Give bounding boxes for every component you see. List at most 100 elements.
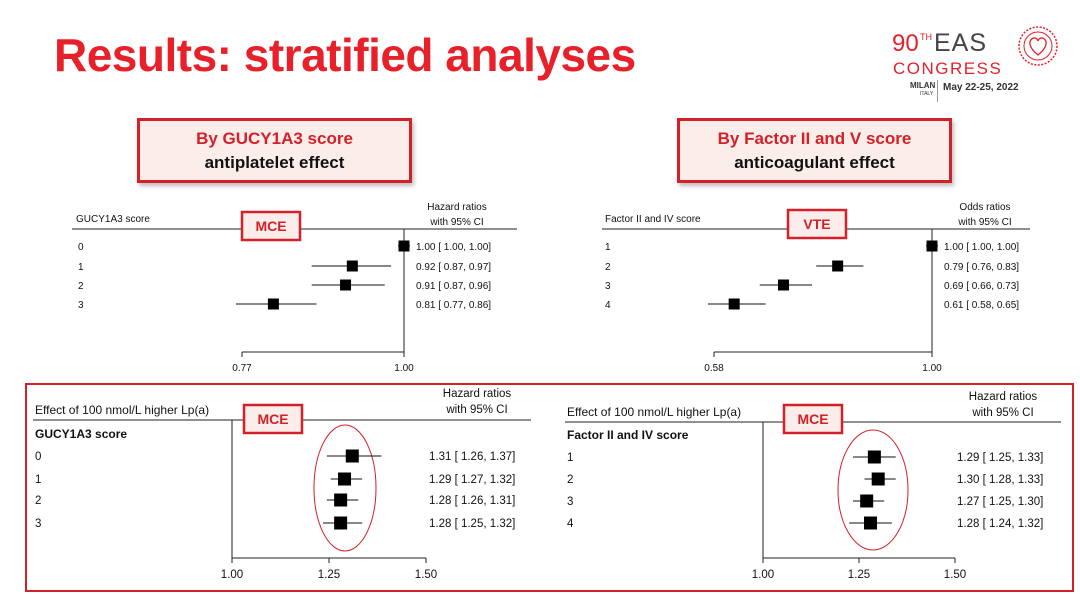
heart-emblem-icon [1018, 26, 1058, 66]
logo-dates: May 22-25, 2022 [943, 82, 1019, 93]
bottom-right-x-tick-label-2: 1.50 [944, 569, 966, 581]
bottom-right-estimate-label-1: 1.30 [ 1.28, 1.33] [957, 474, 1043, 486]
top-left-row-header: GUCY1A3 score [76, 214, 150, 225]
logo-divider [937, 80, 938, 102]
top-right-category-label-2: 3 [605, 281, 611, 292]
top-left-estimate-marker-2 [340, 279, 352, 291]
top-right-row-header: Factor II and IV score [605, 214, 701, 225]
top-left-effect-header-2: with 95% CI [429, 217, 483, 228]
top-left-estimate-label-0: 1.00 [ 1.00, 1.00] [416, 242, 491, 253]
bottom-right-row-header: Factor II and IV score [567, 428, 689, 442]
top-right-estimate-marker-1 [832, 260, 844, 272]
top-left-estimate-label-1: 0.92 [ 0.87, 0.97] [416, 262, 491, 273]
top-left-outcome-tag-label: MCE [255, 218, 286, 234]
bottom-right-estimate-marker-3 [864, 516, 878, 530]
bottom-left-x-tick-label-0: 1.00 [221, 569, 243, 581]
bottom-left-category-label-1: 1 [35, 474, 41, 486]
logo-country: ITALY [920, 91, 934, 97]
bottom-right-category-label-2: 3 [567, 496, 573, 508]
bottom-right-category-label-0: 1 [567, 452, 573, 464]
top-left-estimate-marker-1 [346, 260, 358, 272]
logo-name: EAS [934, 29, 988, 57]
top-right-outcome-tag-label: VTE [803, 216, 830, 232]
bottom-left-outcome-tag-label: MCE [257, 411, 288, 427]
top-left-x-tick-label-0: 0.77 [232, 363, 252, 374]
top-right-estimate-label-3: 0.61 [ 0.58, 0.65] [944, 300, 1019, 311]
bottom-left-estimate-label-2: 1.28 [ 1.26, 1.31] [429, 495, 515, 507]
top-left-category-label-0: 0 [78, 242, 84, 253]
callout-gucy1a3-title: By GUCY1A3 score [196, 129, 353, 148]
bottom-left-estimate-label-3: 1.28 [ 1.25, 1.32] [429, 518, 515, 530]
bottom-right-estimate-label-0: 1.29 [ 1.25, 1.33] [957, 452, 1043, 464]
top-left-category-label-1: 1 [78, 262, 84, 273]
top-right-estimate-label-1: 0.79 [ 0.76, 0.83] [944, 262, 1019, 273]
logo-number: 90 [892, 30, 919, 57]
bottom-left-category-label-2: 2 [35, 495, 41, 507]
top-right-category-label-3: 4 [605, 300, 611, 311]
bottom-left-estimate-marker-1 [338, 472, 352, 486]
top-right-effect-header-1: Odds ratios [959, 202, 1010, 213]
top-left-outcome-tag-box [240, 210, 302, 242]
bottom-left-outcome-tag-box [242, 403, 304, 435]
top-left-estimate-label-3: 0.81 [ 0.77, 0.86] [416, 300, 491, 311]
bottom-left-estimate-label-0: 1.31 [ 1.26, 1.37] [429, 451, 515, 463]
bottom-left-estimate-marker-2 [334, 493, 348, 507]
top-right-category-label-1: 2 [605, 262, 611, 273]
bottom-left-x-tick-label-1: 1.25 [318, 569, 340, 581]
callout-factor-title: By Factor II and V score [717, 129, 912, 148]
bottom-right-category-label-3: 4 [567, 518, 574, 530]
bottom-right-estimate-label-3: 1.28 [ 1.24, 1.32] [957, 518, 1043, 530]
top-right-x-tick-label-0: 0.58 [704, 363, 724, 374]
top-left-effect-header-1: Hazard ratios [427, 202, 486, 213]
bottom-right-estimate-marker-2 [860, 494, 874, 508]
top-right-effect-header-2: with 95% CI [957, 217, 1011, 228]
bottom-left-estimate-marker-3 [334, 516, 348, 530]
bottom-right-effect-header-2: with 95% CI [971, 407, 1033, 419]
bottom-right-effect-header-1: Hazard ratios [969, 391, 1038, 403]
bottom-right-outcome-tag-box [782, 403, 844, 435]
callout-factor-subtitle: anticoagulant effect [734, 153, 895, 172]
lpa-effect-frame [25, 383, 1074, 592]
slide-title: Results: stratified analyses [54, 29, 636, 81]
bottom-left-category-label-3: 3 [35, 518, 41, 530]
bottom-left-effect-header-1: Hazard ratios [443, 388, 512, 400]
logo-ordinal: TH [920, 32, 932, 42]
top-right-estimate-marker-3 [728, 298, 740, 310]
top-left-estimate-marker-3 [267, 298, 279, 310]
callout-factor: By Factor II and V score anticoagulant e… [677, 118, 952, 183]
bottom-left-highlight-circle [313, 424, 377, 552]
logo-congress: CONGRESS [893, 59, 1003, 78]
bottom-right-category-label-1: 2 [567, 474, 573, 486]
top-right-outcome-tag-box [786, 208, 848, 240]
bottom-left-effect-header-2: with 95% CI [445, 404, 507, 416]
top-left-category-label-3: 3 [78, 300, 84, 311]
bottom-left-estimate-marker-0 [345, 449, 359, 463]
bottom-left-exposure-label: Effect of 100 nmol/L higher Lp(a) [35, 403, 209, 417]
bottom-right-estimate-marker-0 [867, 450, 881, 464]
top-right-estimate-marker-2 [778, 279, 790, 291]
bottom-right-outcome-tag-label: MCE [797, 411, 828, 427]
top-left-category-label-2: 2 [78, 281, 84, 292]
top-left-x-tick-label-1: 1.00 [394, 363, 414, 374]
bottom-left-estimate-label-1: 1.29 [ 1.27, 1.32] [429, 474, 515, 486]
top-right-category-label-0: 1 [605, 242, 611, 253]
callout-gucy1a3: By GUCY1A3 score antiplatelet effect [137, 118, 412, 183]
top-right-estimate-marker-0 [926, 240, 938, 252]
top-right-estimate-label-2: 0.69 [ 0.66, 0.73] [944, 281, 1019, 292]
bottom-right-estimate-marker-1 [871, 472, 885, 486]
top-left-estimate-label-2: 0.91 [ 0.87, 0.96] [416, 281, 491, 292]
bottom-right-x-tick-label-0: 1.00 [752, 569, 774, 581]
bottom-right-estimate-label-2: 1.27 [ 1.25, 1.30] [957, 496, 1043, 508]
logo-city: MILAN [910, 81, 936, 90]
bottom-left-row-header: GUCY1A3 score [35, 427, 127, 441]
top-right-x-tick-label-1: 1.00 [922, 363, 942, 374]
bottom-right-highlight-circle [837, 429, 909, 551]
eas-congress-logo: 90 TH EAS CONGRESS MILAN ITALY May 22-25… [890, 24, 1070, 104]
bottom-left-category-label-0: 0 [35, 451, 41, 463]
top-right-estimate-label-0: 1.00 [ 1.00, 1.00] [944, 242, 1019, 253]
bottom-right-exposure-label: Effect of 100 nmol/L higher Lp(a) [567, 405, 741, 419]
callout-gucy1a3-subtitle: antiplatelet effect [204, 153, 345, 172]
bottom-left-x-tick-label-2: 1.50 [415, 569, 437, 581]
bottom-right-x-tick-label-1: 1.25 [848, 569, 870, 581]
